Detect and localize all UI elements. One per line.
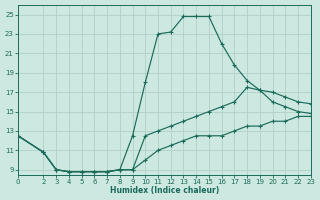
X-axis label: Humidex (Indice chaleur): Humidex (Indice chaleur) [110, 186, 219, 195]
